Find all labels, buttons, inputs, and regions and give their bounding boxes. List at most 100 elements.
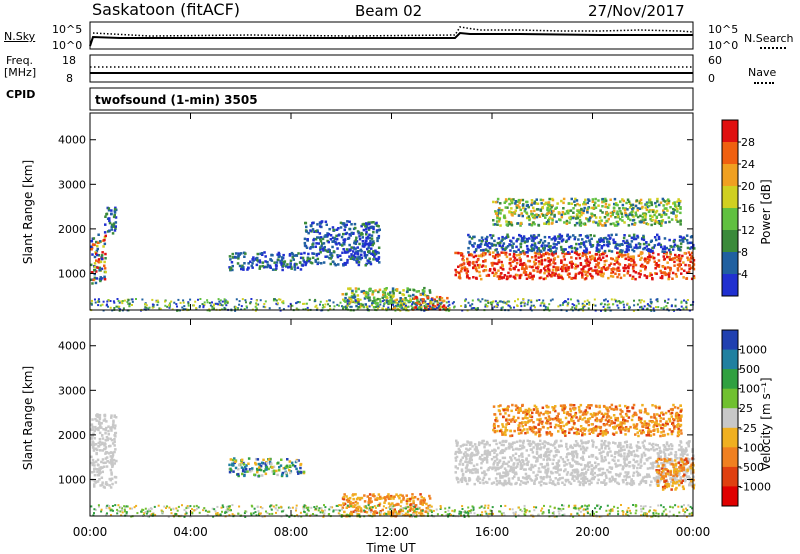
- scatter-cell: [243, 255, 246, 258]
- scatter-cell: [504, 253, 507, 256]
- scatter-cell: [510, 459, 513, 462]
- scatter-cell: [673, 201, 676, 204]
- scatter-cell: [508, 442, 511, 445]
- scatter-cell: [101, 434, 104, 437]
- scatter-cell: [231, 252, 234, 256]
- scatter-cell: [583, 300, 586, 303]
- scatter-cell: [208, 301, 211, 304]
- scatter-cell: [527, 301, 530, 304]
- scatter-cell: [515, 254, 518, 257]
- scatter-cell: [324, 234, 327, 237]
- scatter-cell: [645, 241, 648, 244]
- scatter-cell: [558, 233, 562, 236]
- scatter-cell: [645, 202, 648, 206]
- scatter-cell: [418, 306, 421, 309]
- scatter-cell: [547, 253, 551, 256]
- scatter-cell: [597, 250, 600, 253]
- scatter-cell: [248, 468, 252, 471]
- scatter-cell: [534, 258, 538, 261]
- scatter-cell: [586, 201, 589, 205]
- scatter-cell: [585, 477, 589, 481]
- scatter-cell: [575, 304, 578, 307]
- scatter-cell: [574, 272, 578, 276]
- scatter-cell: [657, 453, 660, 457]
- scatter-cell: [532, 247, 536, 250]
- scatter-cell: [569, 215, 573, 219]
- scatter-cell: [586, 468, 590, 471]
- scatter-cell: [606, 452, 609, 455]
- scatter-cell: [653, 236, 657, 239]
- scatter-cell: [407, 514, 411, 517]
- scatter-cell: [112, 215, 116, 219]
- scatter-cell: [511, 260, 515, 263]
- scatter-cell: [384, 288, 387, 292]
- scatter-cell: [357, 256, 360, 259]
- scatter-cell: [649, 456, 652, 459]
- scatter-cell: [547, 203, 550, 206]
- scatter-cell: [376, 298, 379, 300]
- scatter-cell: [104, 252, 107, 256]
- scatter-cell: [542, 446, 546, 449]
- scatter-cell: [366, 247, 369, 251]
- scatter-cell: [587, 263, 591, 267]
- scatter-cell: [218, 303, 221, 306]
- scatter-cell: [328, 227, 331, 231]
- scatter-cell: [522, 205, 525, 209]
- scatter-cell: [314, 260, 317, 263]
- scatter-cell: [574, 267, 577, 270]
- scatter-cell: [370, 234, 374, 237]
- scatter-cell: [557, 460, 560, 463]
- scatter-cell: [474, 266, 478, 269]
- scatter-cell: [571, 474, 575, 478]
- scatter-cell: [545, 221, 549, 224]
- scatter-cell: [314, 258, 317, 262]
- scatter-cell: [96, 247, 99, 251]
- scatter-cell: [591, 244, 595, 247]
- scatter-cell: [316, 223, 319, 226]
- scatter-cell: [649, 298, 652, 301]
- scatter-cell: [283, 260, 287, 263]
- scatter-cell: [518, 274, 522, 277]
- scatter-cell: [454, 273, 457, 277]
- scatter-cell: [500, 246, 504, 249]
- scatter-cell: [689, 260, 692, 263]
- scatter-cell: [331, 236, 335, 240]
- scatter-cell: [513, 457, 517, 460]
- scatter-cell: [391, 495, 395, 499]
- scatter-cell: [157, 301, 160, 304]
- velocity-marks: [90, 403, 696, 518]
- scatter-cell: [98, 413, 102, 417]
- scatter-cell: [517, 478, 520, 481]
- scatter-cell: [463, 267, 467, 271]
- scatter-cell: [245, 464, 248, 467]
- scatter-cell: [477, 299, 480, 302]
- scatter-cell: [97, 233, 100, 236]
- scatter-cell: [107, 305, 109, 308]
- scatter-cell: [651, 446, 655, 449]
- scatter-cell: [601, 275, 605, 278]
- scatter-cell: [225, 304, 228, 307]
- scatter-cell: [526, 247, 529, 251]
- scatter-cell: [569, 452, 573, 455]
- scatter-cell: [377, 256, 381, 259]
- scatter-cell: [523, 237, 526, 240]
- scatter-cell: [600, 309, 602, 312]
- scatter-cell: [599, 237, 603, 240]
- scatter-cell: [492, 255, 495, 258]
- scatter-cell: [467, 233, 470, 237]
- scatter-cell: [634, 277, 637, 281]
- scatter-cell: [632, 471, 636, 475]
- scatter-cell: [647, 248, 650, 251]
- scatter-cell: [368, 236, 372, 240]
- scatter-cell: [642, 234, 645, 238]
- scatter-cell: [624, 207, 627, 210]
- scatter-cell: [469, 447, 472, 450]
- scatter-cell: [617, 273, 621, 276]
- scatter-cell: [658, 456, 661, 459]
- scatter-cell: [615, 256, 618, 260]
- scatter-cell: [667, 248, 671, 252]
- scatter-cell: [122, 307, 125, 310]
- scatter-cell: [92, 278, 95, 282]
- scatter-cell: [471, 303, 474, 306]
- scatter-cell: [646, 257, 649, 261]
